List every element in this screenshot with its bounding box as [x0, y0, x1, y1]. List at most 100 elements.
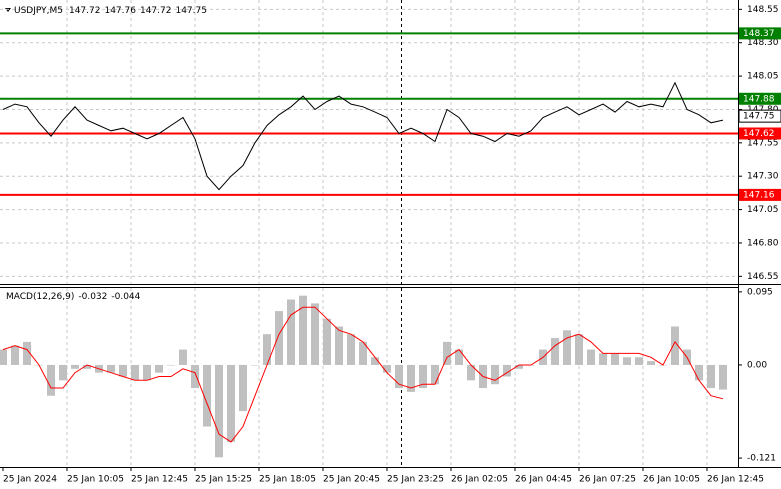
y-tick-label: 148.55 — [747, 5, 779, 15]
macd-bar — [47, 364, 55, 396]
macd-bar — [395, 364, 403, 389]
macd-bar — [671, 326, 679, 365]
macd-bar — [203, 364, 211, 427]
x-tick-label: 26 Jan 04:45 — [515, 475, 572, 485]
macd-bar — [599, 353, 607, 365]
macd-bar — [695, 364, 703, 381]
level-label: 147.16 — [743, 190, 775, 200]
macd-bar — [359, 341, 367, 365]
ohlc-value: 147.72 — [69, 6, 101, 16]
macd-bar — [419, 364, 427, 389]
ohlc-value: 147.72 — [140, 6, 172, 16]
y-tick-label: 148.30 — [747, 38, 779, 48]
ohlc-value: 147.76 — [104, 6, 136, 16]
macd-bar — [311, 303, 319, 365]
macd-bar — [407, 364, 415, 392]
x-tick-label: 26 Jan 02:05 — [451, 475, 508, 485]
macd-bar — [143, 364, 151, 381]
macd-bar — [551, 338, 559, 365]
macd-bar — [263, 334, 271, 365]
macd-header: MACD(12,26,9) -0.032 -0.044 — [6, 292, 141, 302]
macd-bar — [251, 364, 259, 366]
macd-bar — [455, 349, 463, 365]
y-tick-label: 0.095 — [747, 287, 773, 297]
macd-bar — [611, 353, 619, 365]
level-label-box — [739, 127, 781, 140]
macd-bar — [227, 364, 235, 442]
macd-bar — [323, 318, 331, 365]
macd-bar — [275, 311, 283, 365]
macd-bar — [83, 364, 91, 369]
x-tick-label: 25 Jan 23:25 — [387, 475, 444, 485]
macd-bar — [299, 295, 307, 365]
macd-bar — [563, 330, 571, 365]
macd-bar — [287, 299, 295, 365]
macd-bar — [335, 326, 343, 365]
y-tick-label: 146.80 — [747, 238, 779, 248]
level-label-box — [739, 92, 781, 105]
macd-bar — [179, 349, 187, 365]
macd-bar — [23, 341, 31, 365]
macd-bar — [587, 349, 595, 365]
x-tick-label: 26 Jan 12:45 — [707, 475, 764, 485]
y-tick-label: 147.55 — [747, 138, 779, 148]
x-tick-label: 25 Jan 2024 — [3, 475, 57, 485]
macd-bar — [107, 364, 115, 373]
macd-value: -0.044 — [111, 292, 140, 302]
level-label-box — [739, 188, 781, 201]
macd-bar — [575, 334, 583, 365]
level-label-box — [739, 27, 781, 40]
macd-bar — [635, 357, 643, 365]
y-tick-label: 147.30 — [747, 172, 779, 182]
y-tick-label: 148.05 — [747, 72, 779, 82]
x-tick-label: 25 Jan 18:05 — [259, 475, 316, 485]
current-price-label: 147.75 — [743, 112, 775, 122]
level-label: 147.62 — [743, 129, 775, 139]
macd-bar — [371, 357, 379, 365]
x-tick-label: 25 Jan 10:05 — [67, 475, 124, 485]
macd-bar — [131, 364, 139, 381]
macd-bar — [71, 364, 79, 369]
symbol: USDJPY,M5 — [14, 6, 63, 16]
macd-bar — [443, 341, 451, 365]
ohlc-value: 147.75 — [175, 6, 207, 16]
macd-bar — [719, 364, 727, 390]
x-tick-label: 25 Jan 20:45 — [323, 475, 380, 485]
macd-bar — [503, 364, 511, 377]
macd-bar — [155, 364, 163, 373]
price-line — [2, 81, 724, 191]
y-tick-label: -0.121 — [747, 454, 776, 464]
macd-title: MACD(12,26,9) — [6, 292, 74, 302]
x-tick-label: 26 Jan 07:25 — [579, 475, 636, 485]
x-tick-label: 26 Jan 10:05 — [643, 475, 700, 485]
macd-bar — [467, 364, 475, 381]
y-tick-label: 0.00 — [747, 360, 767, 370]
macd-bar — [191, 364, 199, 389]
x-tick-label: 25 Jan 15:25 — [195, 475, 252, 485]
y-tick-label: 147.05 — [747, 205, 779, 215]
macd-bar — [623, 357, 631, 365]
x-tick-label: 25 Jan 12:45 — [131, 475, 188, 485]
level-label: 148.37 — [743, 29, 775, 39]
macd-bar — [515, 364, 523, 369]
macd-bar — [167, 364, 175, 366]
macd-bar — [707, 364, 715, 389]
macd-bar — [59, 364, 67, 381]
macd-bar — [347, 334, 355, 365]
macd-bar — [215, 364, 223, 458]
macd-bar — [119, 364, 127, 377]
macd-value: -0.032 — [78, 292, 107, 302]
macd-bar — [0, 349, 7, 365]
macd-bar — [647, 361, 655, 365]
y-tick-label: 146.55 — [747, 272, 779, 282]
macd-bar — [431, 364, 439, 385]
level-label: 147.88 — [743, 94, 775, 104]
current-price-box — [738, 109, 781, 123]
signal-line — [2, 306, 724, 443]
macd-bar — [239, 364, 247, 412]
macd-bar — [11, 345, 19, 365]
macd-bar — [383, 364, 391, 373]
chart-header: USDJPY,M5 147.72 147.76 147.72 147.75 — [14, 6, 207, 16]
